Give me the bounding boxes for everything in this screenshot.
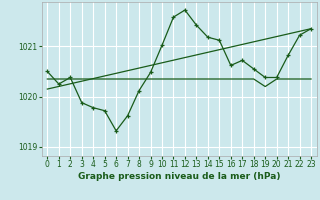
X-axis label: Graphe pression niveau de la mer (hPa): Graphe pression niveau de la mer (hPa) [78, 172, 280, 181]
